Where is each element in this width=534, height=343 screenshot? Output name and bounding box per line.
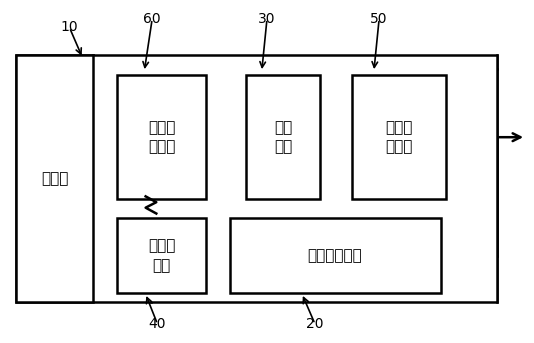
Bar [117,75,206,199]
Bar [117,218,206,293]
Bar [246,75,320,199]
Text: 20: 20 [307,317,324,331]
Text: 直流电源电压: 直流电源电压 [308,248,363,263]
Text: 10: 10 [60,21,78,34]
Bar [16,55,497,302]
Bar [16,55,93,302]
Text: 60: 60 [143,12,161,26]
Text: 控制端
敏感器: 控制端 敏感器 [148,120,175,155]
Text: 决策
电路: 决策 电路 [274,120,292,155]
Text: 30: 30 [258,12,276,26]
Text: 信号输
出电路: 信号输 出电路 [386,120,413,155]
Text: 动作敏
感器: 动作敏 感器 [148,238,175,273]
Text: 40: 40 [149,317,166,331]
Text: 继电器: 继电器 [41,171,68,186]
Text: 50: 50 [371,12,388,26]
Bar [230,218,441,293]
Bar [352,75,446,199]
